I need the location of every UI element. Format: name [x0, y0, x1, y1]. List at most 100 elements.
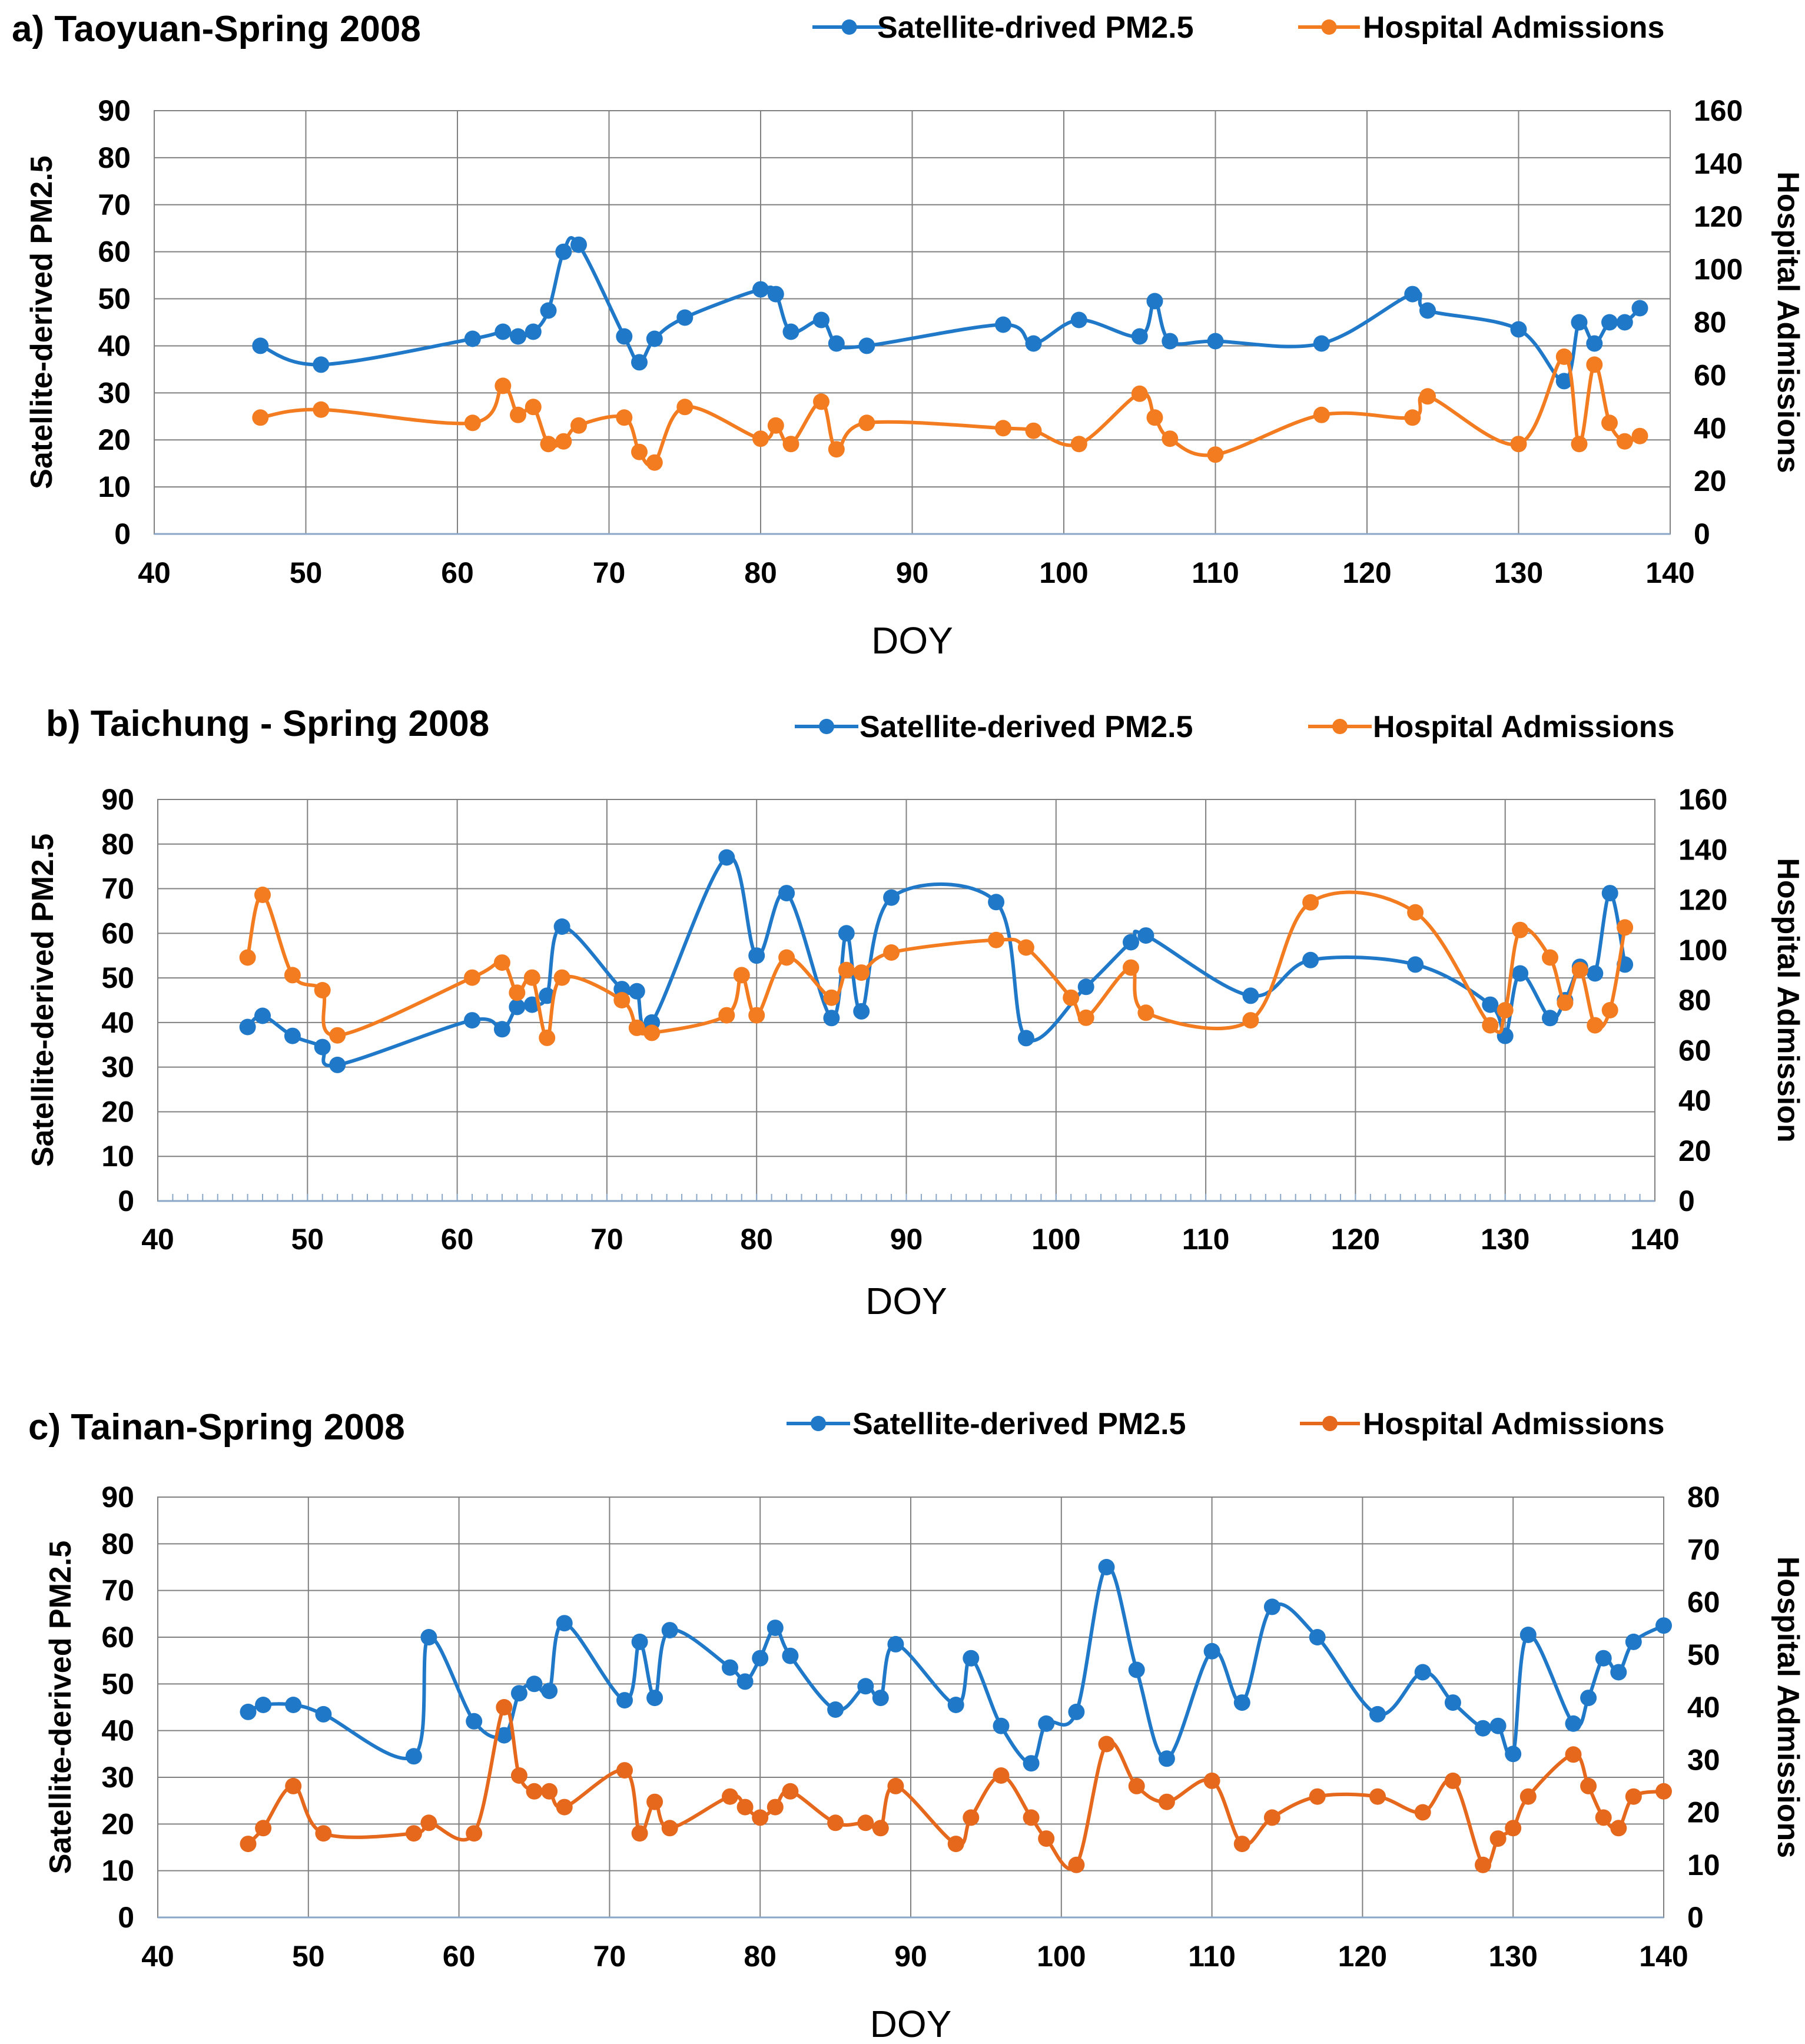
x-tick-label: 90 — [890, 1223, 923, 1256]
legend-label: Hospital Admissions — [1373, 710, 1674, 744]
data-point — [1203, 1642, 1220, 1660]
y-right-tick-label: 40 — [1678, 1084, 1711, 1117]
x-tick-label: 100 — [1031, 1223, 1080, 1256]
legend-marker — [819, 719, 834, 734]
data-point — [722, 1659, 738, 1676]
y-right-tick-label: 40 — [1694, 412, 1727, 444]
x-tick-label: 60 — [441, 1223, 474, 1256]
y-left-tick-label: 50 — [98, 283, 131, 316]
data-point — [1302, 894, 1319, 911]
series-pm25 — [240, 1559, 1672, 1772]
data-point — [1098, 1736, 1115, 1753]
data-point — [313, 401, 330, 418]
y-right-tick-label: 80 — [1694, 306, 1727, 339]
data-point — [631, 354, 648, 371]
y-left-tick-label: 0 — [118, 1184, 134, 1217]
legend-label: Hospital Admissions — [1363, 1407, 1664, 1441]
data-point — [570, 417, 587, 434]
y-left-tick-label: 0 — [118, 1901, 134, 1934]
data-point — [676, 399, 694, 416]
data-point — [646, 454, 663, 471]
data-point — [1302, 951, 1319, 968]
data-point — [782, 436, 799, 453]
data-point — [676, 309, 694, 326]
data-point — [1482, 1017, 1499, 1034]
series-line — [247, 1565, 1665, 1766]
legend-marker — [1321, 19, 1337, 35]
legend-marker — [1322, 1416, 1338, 1431]
legend-label: Hospital Admissions — [1363, 11, 1664, 45]
data-point — [1407, 904, 1424, 921]
data-point — [1475, 1720, 1491, 1737]
data-point — [813, 393, 829, 410]
y-left-tick-label: 0 — [114, 517, 131, 550]
data-point — [405, 1825, 422, 1842]
data-point — [1017, 939, 1034, 956]
x-tick-label: 80 — [740, 1223, 773, 1256]
legend-item-hospital: Hospital Admissions — [1298, 11, 1664, 45]
data-point — [858, 414, 875, 432]
x-axis-label: DOY — [870, 2003, 952, 2044]
legend-label: Satellite-derived PM2.5 — [860, 710, 1193, 744]
y-left-tick-label: 50 — [101, 961, 134, 994]
data-point — [1610, 1820, 1627, 1837]
data-point — [995, 316, 1011, 333]
x-tick-label: 40 — [138, 556, 171, 589]
chart-a: a) Taoyuan-Spring 2008 Satellite-drived P… — [12, 9, 1805, 662]
data-point — [1601, 314, 1618, 331]
y-left-tick-label: 50 — [101, 1667, 134, 1700]
data-point — [464, 414, 481, 432]
data-point — [556, 1799, 573, 1816]
data-point — [239, 1018, 256, 1036]
data-point — [539, 987, 556, 1004]
data-point — [284, 1027, 301, 1044]
data-point — [828, 335, 845, 352]
data-point — [314, 982, 331, 998]
data-point — [420, 1814, 437, 1831]
data-point — [1610, 1664, 1627, 1681]
data-point — [616, 328, 633, 345]
data-point — [616, 1692, 633, 1709]
y-left-tick-label: 20 — [101, 1807, 134, 1840]
data-point — [947, 1697, 964, 1713]
data-point — [284, 967, 301, 984]
data-point — [748, 1007, 765, 1024]
y-right-tick-label: 20 — [1687, 1796, 1720, 1829]
y-left-tick-label: 10 — [101, 1854, 134, 1887]
data-point — [988, 894, 1005, 911]
x-tick-label: 90 — [896, 556, 929, 589]
data-point — [526, 1675, 543, 1693]
data-point — [1025, 422, 1042, 439]
x-tick-label: 70 — [593, 556, 626, 589]
data-point — [252, 409, 269, 426]
data-point — [1510, 436, 1527, 453]
data-point — [240, 1836, 257, 1853]
data-point — [1369, 1788, 1386, 1805]
data-point — [464, 330, 481, 347]
data-point — [1242, 1012, 1259, 1029]
data-point — [525, 323, 542, 340]
data-point — [1068, 1703, 1085, 1720]
x-tick-label: 140 — [1630, 1223, 1679, 1256]
y-right-tick-label: 40 — [1687, 1691, 1720, 1724]
data-point — [1313, 406, 1330, 423]
data-point — [540, 302, 557, 319]
data-point — [1131, 328, 1148, 345]
x-tick-label: 60 — [443, 1940, 476, 1973]
data-point — [628, 1019, 645, 1036]
data-point — [1580, 1690, 1597, 1707]
data-point — [718, 849, 735, 866]
x-tick-label: 40 — [141, 1940, 174, 1973]
data-point — [887, 1777, 904, 1794]
legend-marker — [811, 1416, 826, 1431]
x-tick-label: 130 — [1494, 556, 1543, 589]
data-point — [1309, 1788, 1326, 1805]
data-point — [1146, 293, 1163, 310]
y-right-tick-label: 20 — [1678, 1134, 1711, 1167]
data-point — [1025, 335, 1042, 352]
data-point — [1162, 333, 1179, 350]
data-point — [752, 281, 769, 298]
y-right-tick-label: 50 — [1687, 1638, 1720, 1671]
data-point — [853, 1003, 870, 1020]
data-point — [466, 1825, 483, 1842]
